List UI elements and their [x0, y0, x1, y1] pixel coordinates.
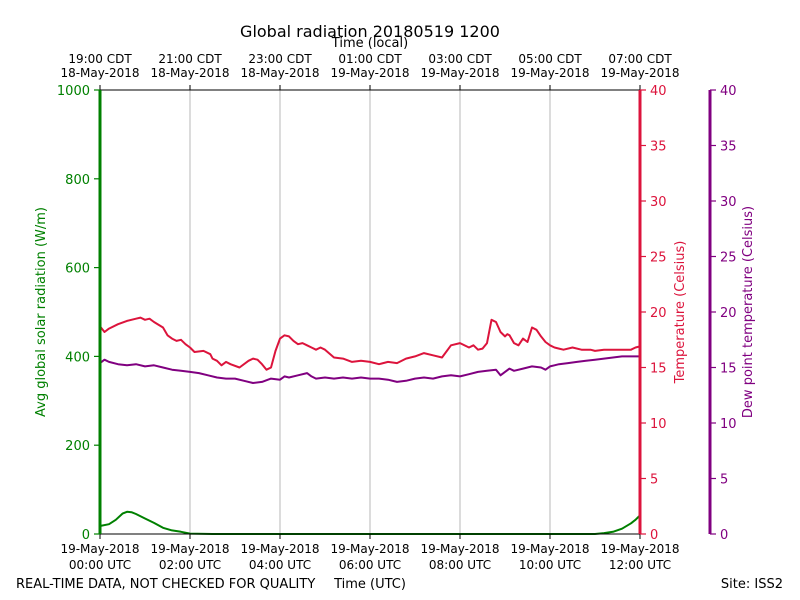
y-tick-label-dewpoint: 15: [720, 362, 737, 377]
top-tick-label-time: 23:00 CDT: [248, 52, 312, 66]
y-tick-label-radiation: 600: [65, 262, 90, 277]
y-tick-label-temperature: 40: [650, 84, 667, 99]
y-tick-label-radiation: 400: [65, 350, 90, 365]
y-tick-label-temperature: 10: [650, 417, 667, 432]
y-tick-label-temperature: 0: [650, 528, 658, 543]
y-tick-label-temperature: 30: [650, 195, 667, 210]
top-tick-label-time: 03:00 CDT: [428, 52, 492, 66]
top-tick-label-date: 19-May-2018: [600, 66, 679, 80]
y-tick-label-temperature: 15: [650, 362, 667, 377]
x-tick-label-date: 19-May-2018: [510, 542, 589, 556]
x-tick-label-date: 19-May-2018: [150, 542, 229, 556]
x-tick-label-date: 19-May-2018: [240, 542, 319, 556]
top-tick-label-date: 19-May-2018: [510, 66, 589, 80]
series-lines: [99, 316, 641, 535]
x-tick-label-time: 10:00 UTC: [519, 558, 581, 572]
chart-title: Global radiation 20180519 1200: [240, 22, 500, 41]
axis-labels: 19-May-2018 00:00 UTC 19-May-2018 02:00 UTC…: [34, 52, 756, 572]
y-tick-label-dewpoint: 20: [720, 306, 737, 321]
series-line-radiation: [99, 510, 641, 535]
x-tick-label-time: 00:00 UTC: [69, 558, 131, 572]
footer-site: Site: ISS2: [721, 577, 783, 592]
y-tick-label-dewpoint: 40: [720, 84, 737, 99]
y-tick-label-dewpoint: 10: [720, 417, 737, 432]
top-tick-label-time: 19:00 CDT: [68, 52, 132, 66]
y-axis-label-temperature: Temperature (Celsius): [673, 241, 688, 385]
axes: [94, 85, 716, 539]
y-tick-label-dewpoint: 30: [720, 195, 737, 210]
top-tick-label-time: 05:00 CDT: [518, 52, 582, 66]
y-tick-label-dewpoint: 5: [720, 473, 728, 488]
y-tick-label-dewpoint: 35: [720, 140, 737, 155]
y-tick-label-temperature: 35: [650, 140, 667, 155]
series-line-temperature: [99, 316, 641, 371]
y-tick-label-dewpoint: 0: [720, 528, 728, 543]
x-tick-label-time: 04:00 UTC: [249, 558, 311, 572]
footer-quality-note: REAL-TIME DATA, NOT CHECKED FOR QUALITY: [16, 577, 315, 592]
y-tick-label-radiation: 200: [65, 439, 90, 454]
y-tick-label-radiation: 0: [82, 528, 90, 543]
x-axis-label: Time (UTC): [333, 577, 406, 592]
y-tick-label-dewpoint: 25: [720, 251, 737, 266]
y-tick-label-radiation: 1000: [57, 84, 90, 99]
x-tick-label-date: 19-May-2018: [330, 542, 409, 556]
y-axis-label-radiation: Avg global solar radiation (W/m): [34, 207, 49, 417]
x-tick-label-date: 19-May-2018: [60, 542, 139, 556]
chart-title-group: Global radiation 20180519 1200 Time (loc…: [240, 22, 500, 51]
x-tick-label-time: 08:00 UTC: [429, 558, 491, 572]
top-tick-label-date: 18-May-2018: [150, 66, 229, 80]
top-tick-label-date: 18-May-2018: [240, 66, 319, 80]
top-tick-label-date: 18-May-2018: [60, 66, 139, 80]
x-tick-label-time: 12:00 UTC: [609, 558, 671, 572]
top-tick-label-time: 01:00 CDT: [338, 52, 402, 66]
top-tick-label-time: 07:00 CDT: [608, 52, 672, 66]
y-tick-label-temperature: 20: [650, 306, 667, 321]
grid-lines: [189, 90, 551, 534]
x-tick-label-date: 19-May-2018: [600, 542, 679, 556]
series-line-dewpoint: [99, 355, 640, 384]
x-tick-label-time: 02:00 UTC: [159, 558, 221, 572]
top-tick-label-date: 19-May-2018: [420, 66, 499, 80]
x-tick-label-date: 19-May-2018: [420, 542, 499, 556]
top-tick-label-time: 21:00 CDT: [158, 52, 222, 66]
y-tick-label-radiation: 800: [65, 173, 90, 188]
y-tick-label-temperature: 5: [650, 473, 658, 488]
y-tick-label-temperature: 25: [650, 251, 667, 266]
top-axis-label: Time (local): [331, 36, 408, 51]
x-tick-label-time: 06:00 UTC: [339, 558, 401, 572]
y-axis-label-dewpoint: Dew point temperature (Celsius): [741, 206, 756, 418]
top-tick-label-date: 19-May-2018: [330, 66, 409, 80]
